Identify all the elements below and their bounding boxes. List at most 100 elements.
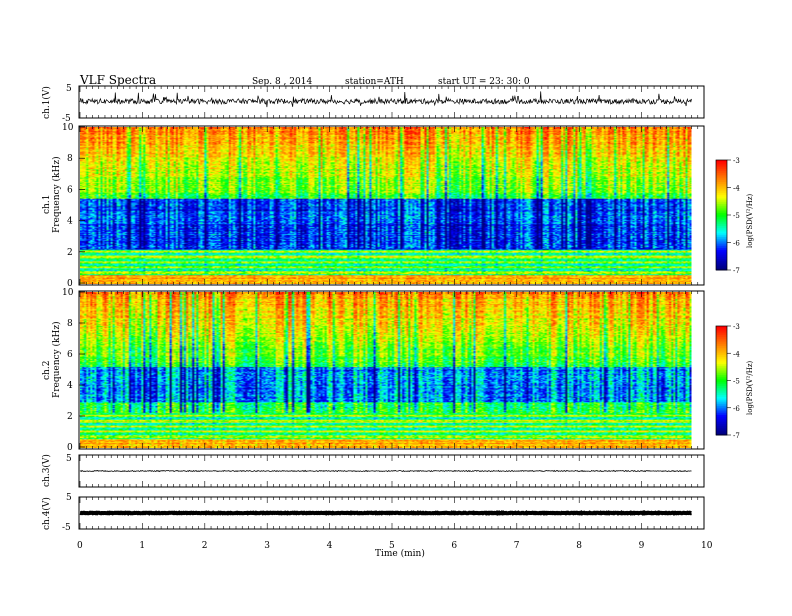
colorbar-cell	[716, 255, 727, 258]
ch1-colorbar-label: log(PSD(V²/Hz)	[746, 193, 754, 248]
colorbar-cell	[716, 248, 727, 251]
colorbar-cell	[716, 387, 727, 391]
colorbar-cell	[716, 416, 727, 420]
colorbar-cell	[716, 198, 727, 201]
ch1-spectrogram-image	[80, 127, 692, 284]
colorbar-cell	[716, 193, 727, 196]
colorbar-cell	[716, 246, 727, 249]
colorbar-tick-label: -4	[733, 350, 740, 358]
colorbar-cell	[716, 174, 727, 177]
colorbar-cell	[716, 409, 727, 412]
colorbar-cell	[716, 185, 727, 188]
x-axis-label: Time (min)	[375, 548, 425, 559]
y-tick-label: 0	[67, 279, 73, 289]
colorbar-cell	[716, 161, 727, 165]
colorbar-tick-label: -6	[733, 240, 740, 248]
x-axis-tick-labels: 0 1 2 3 4 5 6 7 8 9 10	[77, 541, 713, 551]
date-label: Sep. 8 , 2014	[252, 77, 312, 87]
colorbar-cell	[716, 249, 727, 253]
colorbar-cell	[716, 433, 727, 436]
ch3-waveform-ylabel: ch.3(V)	[41, 454, 52, 487]
colorbar-cell	[716, 205, 727, 209]
colorbar-cell	[716, 384, 727, 387]
x-tick-label: 10	[701, 541, 713, 551]
colorbar-cell	[716, 411, 727, 414]
colorbar-cell	[716, 176, 727, 179]
colorbar-cell	[716, 367, 727, 371]
colorbar-tick-label: -3	[733, 157, 740, 165]
ch3-waveform-ytick-top: 5	[66, 454, 72, 464]
ch1-waveform-trace	[79, 91, 692, 108]
colorbar-cell	[716, 191, 727, 194]
colorbar-cell	[716, 259, 727, 262]
y-tick-label: 8	[67, 319, 73, 329]
colorbar-tick-label: -5	[733, 212, 740, 220]
waveform-line	[79, 91, 692, 108]
colorbar-cell	[716, 262, 727, 265]
x-tick-label: 8	[576, 541, 582, 551]
colorbar-cell	[716, 389, 727, 392]
colorbar-cell	[716, 362, 727, 365]
colorbar-cell	[716, 268, 727, 271]
colorbar-tick-label: -3	[733, 323, 740, 331]
x-tick-label: 0	[77, 541, 83, 551]
colorbar-cell	[716, 395, 727, 398]
colorbar-cell	[716, 260, 727, 264]
ch2-spectrogram-area	[80, 292, 692, 448]
colorbar-cell	[716, 398, 727, 401]
colorbar-cell	[716, 244, 727, 247]
colorbar-cell	[716, 415, 727, 418]
colorbar-cell	[716, 413, 727, 416]
y-tick-label: 10	[62, 123, 74, 133]
colorbar-cell	[716, 404, 727, 407]
colorbar-cell	[716, 342, 727, 345]
colorbar-cell	[716, 172, 727, 176]
colorbar-cell	[716, 200, 727, 203]
ch2-colorbar: -3 -4 -5 -6 -7	[715, 323, 740, 440]
ch4-waveform-trace	[79, 510, 692, 516]
x-tick-label: 9	[639, 541, 645, 551]
colorbar-cell	[716, 391, 727, 394]
ch1-spectrogram-ylabel-line2: Frequency (kHz)	[51, 156, 62, 233]
colorbar-cell	[716, 189, 727, 192]
ch1-waveform-ylabel: ch.1(V)	[41, 86, 52, 119]
colorbar-cell	[716, 347, 727, 351]
colorbar-cell	[716, 393, 727, 396]
y-tick-label: 2	[67, 248, 73, 258]
colorbar-cell	[716, 382, 727, 385]
ch2-spectrogram-yticks: 0 2 4 6 8 10	[62, 288, 85, 453]
ch1-waveform-ytick-bottom: -5	[62, 114, 71, 124]
axis-ticks	[79, 86, 705, 529]
y-tick-label: 0	[67, 443, 73, 453]
colorbar-cell	[716, 358, 727, 362]
colorbar-cell	[716, 345, 727, 349]
colorbar-cell	[716, 425, 727, 429]
colorbar-cell	[716, 169, 727, 172]
colorbar-cell	[716, 266, 727, 269]
colorbar-cell	[716, 209, 727, 212]
colorbar-cell	[716, 215, 727, 218]
ch1-spectrogram-yticks: 0 2 4 6 8 10	[62, 123, 85, 289]
colorbar-cell	[716, 338, 727, 342]
colorbar-cell	[716, 396, 727, 400]
ch1-colorbar: -3 -4 -5 -6 -7	[715, 157, 740, 275]
colorbar-cell	[716, 194, 727, 198]
colorbar-cell	[716, 222, 727, 225]
colorbar-cell	[716, 178, 727, 181]
ch1-spectrogram-ylabel-line1: ch.1	[42, 195, 52, 214]
figure-title: VLF Spectra	[79, 73, 156, 87]
y-tick-label: 6	[67, 350, 73, 360]
colorbar-cell	[716, 163, 727, 166]
colorbar-cell	[716, 264, 727, 267]
ch4-waveform-ytick-bottom: -5	[62, 523, 71, 533]
colorbar-cell	[716, 160, 727, 163]
start-time-label: start UT = 23: 30: 0	[438, 77, 530, 87]
colorbar-cell	[716, 373, 727, 376]
colorbar-cell	[716, 183, 727, 187]
colorbar-cell	[716, 165, 727, 168]
colorbar-cell	[716, 327, 727, 331]
colorbar-cell	[716, 229, 727, 232]
colorbar-cell	[716, 238, 727, 242]
colorbar-cell	[716, 420, 727, 423]
